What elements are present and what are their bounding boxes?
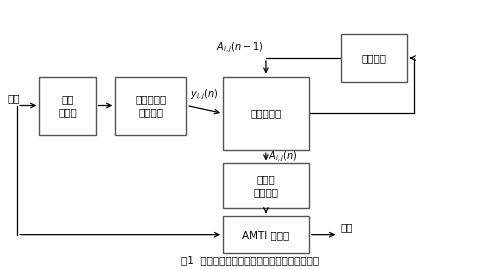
FancyBboxPatch shape bbox=[115, 76, 186, 134]
FancyBboxPatch shape bbox=[40, 76, 96, 134]
FancyBboxPatch shape bbox=[223, 164, 309, 208]
Text: AMTI 滤波器: AMTI 滤波器 bbox=[242, 230, 290, 240]
Text: 图1  权系数库与速度图相结合的自适应杂波抑制: 图1 权系数库与速度图相结合的自适应杂波抑制 bbox=[181, 255, 319, 265]
Text: 速度谱图: 速度谱图 bbox=[361, 53, 386, 63]
FancyBboxPatch shape bbox=[223, 76, 309, 150]
Text: 低通
滤波器: 低通 滤波器 bbox=[58, 94, 77, 117]
Text: 输入: 输入 bbox=[8, 93, 20, 103]
Text: 运动杂波谱
中心估计: 运动杂波谱 中心估计 bbox=[135, 94, 166, 117]
Text: 递归滤波器: 递归滤波器 bbox=[250, 108, 282, 118]
Text: $A_{i,j}(n-1)$: $A_{i,j}(n-1)$ bbox=[216, 41, 264, 55]
Text: $y_{i,j}(n)$: $y_{i,j}(n)$ bbox=[190, 87, 219, 102]
Text: 滤波器
权系数库: 滤波器 权系数库 bbox=[254, 174, 278, 197]
Text: $A_{i,j}(n)$: $A_{i,j}(n)$ bbox=[268, 150, 298, 164]
Text: 输出: 输出 bbox=[340, 222, 353, 232]
FancyBboxPatch shape bbox=[340, 34, 407, 82]
FancyBboxPatch shape bbox=[223, 216, 309, 253]
